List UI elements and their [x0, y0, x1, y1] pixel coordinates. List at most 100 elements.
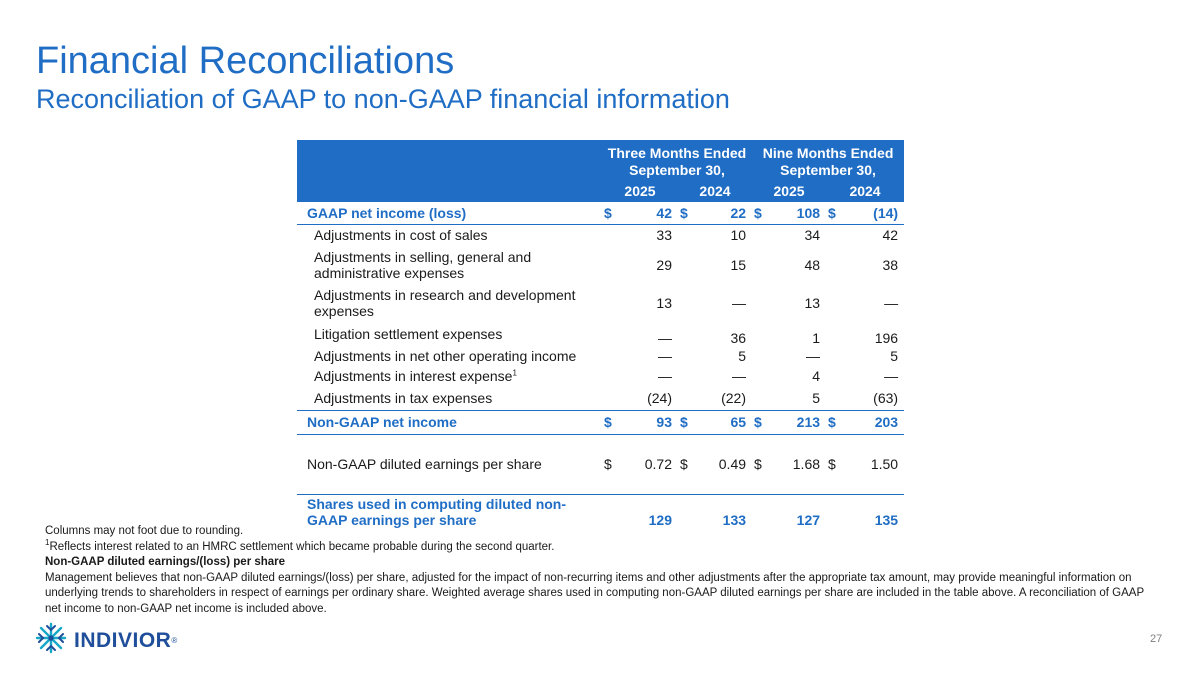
currency-symbol	[678, 284, 696, 322]
currency-symbol	[752, 386, 771, 411]
header-three-months: Three Months Ended September 30,	[602, 140, 752, 182]
table-row: Adjustments in selling, general and admi…	[297, 246, 904, 284]
currency-symbol	[602, 386, 620, 411]
value-cell: 1.68	[770, 434, 827, 495]
currency-symbol	[678, 322, 696, 346]
currency-symbol	[678, 224, 696, 246]
row-label: Adjustments in cost of sales	[297, 224, 602, 246]
value-cell: 135	[874, 512, 899, 528]
currency-symbol	[826, 284, 844, 322]
header-blank-cell	[297, 182, 602, 202]
row-label-text: Non-GAAP net income	[307, 414, 457, 430]
row-label: Non-GAAP net income	[297, 410, 602, 435]
currency-symbol	[602, 322, 620, 346]
value-cell: 0.72	[620, 434, 678, 495]
value-cell: —	[884, 368, 899, 384]
value-cell: 5	[890, 348, 899, 364]
value-cell: 196	[874, 330, 899, 346]
header-nine-months-line2: September 30,	[780, 162, 876, 178]
currency-symbol: $	[678, 434, 696, 495]
row-label-text: Adjustments in tax expenses	[314, 389, 493, 406]
row-label-text: Adjustments in research and development …	[314, 287, 576, 319]
value-cell: 29	[656, 257, 672, 273]
eps-note-body: Management believes that non-GAAP dilute…	[45, 571, 1144, 615]
footnote-1-text: Reflects interest related to an HMRC set…	[49, 540, 555, 553]
footnote-1: 1Reflects interest related to an HMRC se…	[45, 537, 1155, 556]
currency-symbol	[602, 284, 620, 322]
table-header-years: 2025 2024 2025 2024	[297, 182, 905, 202]
currency-symbol	[602, 366, 620, 386]
row-label: Adjustments in interest expense1	[297, 366, 602, 386]
currency-symbol	[826, 224, 844, 246]
value-cell: 0.49	[696, 434, 753, 495]
footnotes: Columns may not foot due to rounding. 1R…	[45, 524, 1155, 617]
currency-symbol: $	[826, 434, 845, 495]
table-row: GAAP net income (loss) $42 $22 $108 $ (14)	[297, 202, 905, 225]
header-year: 2024	[699, 183, 731, 199]
currency-symbol	[826, 386, 845, 411]
header-three-months-line1: Three Months Ended	[607, 145, 747, 161]
row-label-text: Adjustments in selling, general and admi…	[314, 249, 532, 281]
table-row: Litigation settlement expenses — 36 1 196	[297, 322, 904, 346]
indivior-logo: INDIVIOR ®	[34, 621, 177, 660]
value-cell: 10	[730, 227, 747, 244]
row-label: Shares used in computing diluted non-GAA…	[297, 494, 602, 530]
row-label: GAAP net income (loss)	[297, 202, 602, 225]
value-cell: —	[658, 368, 672, 384]
row-label: Litigation settlement expenses	[297, 322, 602, 346]
row-label-text: Shares used in computing diluted non-GAA…	[307, 496, 567, 528]
currency-symbol: $	[602, 202, 620, 225]
currency-symbol: $	[752, 410, 771, 435]
value-cell: 133	[722, 512, 747, 528]
currency-symbol	[752, 322, 770, 346]
page-number: 27	[1150, 633, 1163, 645]
value-cell: 48	[804, 257, 821, 273]
footnote-marker: 1	[45, 537, 50, 547]
table-row: Non-GAAP diluted earnings per share $0.72…	[297, 434, 905, 495]
row-label-text: Adjustments in cost of sales	[314, 227, 488, 244]
value-cell: 65	[696, 410, 753, 435]
value-cell: 1.50	[844, 434, 905, 495]
row-label: Adjustments in selling, general and admi…	[297, 246, 602, 284]
currency-symbol	[678, 386, 696, 411]
value-cell: 5	[738, 348, 747, 364]
currency-symbol	[602, 346, 620, 366]
value-cell: —	[732, 368, 747, 384]
value-cell: 93	[620, 410, 678, 435]
value-cell: 5	[770, 386, 827, 411]
reconciliation-table: Three Months Ended September 30, Nine Mo…	[297, 140, 905, 530]
value-cell: 108	[770, 202, 827, 225]
currency-symbol	[826, 346, 844, 366]
value-cell: 13	[804, 295, 821, 311]
currency-symbol	[678, 346, 696, 366]
value-cell: 42	[882, 227, 899, 244]
table-row: Adjustments in net other operating incom…	[297, 346, 904, 366]
value-cell: (24)	[620, 386, 678, 411]
value-cell: (63)	[844, 386, 905, 411]
row-label: Adjustments in tax expenses	[297, 386, 602, 411]
value-cell: 1	[812, 330, 821, 346]
page-subtitle: Reconciliation of GAAP to non-GAAP finan…	[36, 84, 730, 114]
table-header-periods: Three Months Ended September 30, Nine Mo…	[297, 140, 905, 182]
currency-symbol	[602, 246, 620, 284]
currency-symbol	[752, 346, 770, 366]
value-cell: 15	[730, 257, 747, 273]
table-row: Adjustments in tax expenses (24) (22) 5 (63)	[297, 386, 905, 411]
currency-symbol	[602, 224, 620, 246]
row-label: Adjustments in net other operating incom…	[297, 346, 602, 366]
table-row: Adjustments in cost of sales 33 10 34 42	[297, 224, 904, 246]
row-label-text: GAAP net income (loss)	[307, 204, 467, 221]
value-cell: —	[658, 348, 672, 364]
row-label: Non-GAAP diluted earnings per share	[297, 434, 602, 495]
currency-symbol	[826, 322, 844, 346]
table-row: Shares used in computing diluted non-GAA…	[297, 494, 904, 530]
value-cell: 13	[656, 295, 672, 311]
value-cell: (14)	[844, 202, 905, 225]
header-year: 2024	[849, 183, 881, 199]
footnote-marker: 1	[512, 368, 517, 378]
value-cell: 38	[882, 257, 899, 273]
value-cell: 22	[696, 202, 753, 225]
table-row: Adjustments in research and development …	[297, 284, 904, 322]
value-cell: (22)	[696, 386, 753, 411]
value-cell: 127	[796, 512, 821, 528]
